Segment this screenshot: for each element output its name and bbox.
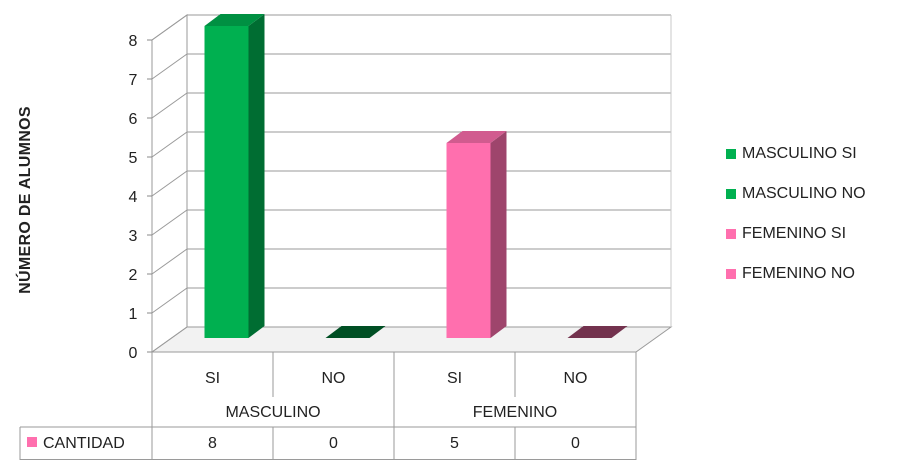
table-row-swatch-icon: [27, 437, 37, 447]
gridline: [151, 92, 671, 119]
y-tick-label: 1: [129, 306, 138, 323]
gridline: [151, 287, 671, 314]
legend: MASCULINO SI MASCULINO NO FEMENINO SI FE…: [726, 145, 904, 305]
bar-masculino-no: [325, 326, 386, 338]
legend-item-masculino-si: MASCULINO SI: [726, 145, 904, 163]
y-tick-label: 2: [129, 267, 138, 284]
bar-side: [490, 131, 507, 338]
bar-side: [248, 14, 265, 338]
y-axis-ticks: 0 1 2 3 4 5 6 7 8: [129, 33, 152, 362]
bar-zero-cap: [325, 326, 386, 338]
table-row-label: CANTIDAD: [43, 435, 125, 452]
bar-top: [204, 14, 265, 26]
table-cell: 0: [329, 435, 338, 452]
chart-grid: [150, 14, 673, 353]
legend-swatch-icon: [726, 189, 736, 199]
legend-label: MASCULINO SI: [742, 145, 857, 162]
bar-front: [446, 143, 491, 338]
x-category-label: SI: [205, 370, 220, 387]
gridline: [151, 14, 671, 41]
bar-femenino-no: [567, 326, 628, 338]
y-tick-label: 0: [129, 345, 138, 362]
gridline: [151, 209, 671, 236]
y-tick-label: 7: [129, 72, 138, 89]
y-axis-label-wrapper: NÚMERO DE ALUMNOS: [12, 80, 40, 320]
bar-femenino-si: [446, 131, 507, 338]
y-tick-label: 5: [129, 150, 138, 167]
legend-label: MASCULINO NO: [742, 185, 866, 202]
gridline: [151, 170, 671, 197]
x-group-label: MASCULINO: [225, 404, 320, 421]
y-tick-label: 4: [129, 189, 138, 206]
y-tick-label: 3: [129, 228, 138, 245]
table-cell: 8: [208, 435, 217, 452]
legend-item-femenino-si: FEMENINO SI: [726, 225, 904, 243]
bar-masculino-si: [204, 14, 265, 338]
legend-swatch-icon: [726, 269, 736, 279]
legend-label: FEMENINO NO: [742, 265, 855, 282]
legend-item-masculino-no: MASCULINO NO: [726, 185, 904, 203]
legend-swatch-icon: [726, 149, 736, 159]
gridline: [151, 53, 671, 80]
y-axis-label: NÚMERO DE ALUMNOS: [17, 106, 34, 294]
x-category-label: NO: [564, 370, 588, 387]
bar-front: [204, 26, 249, 338]
y-tick-label: 8: [129, 33, 138, 50]
chart-bars: [204, 14, 628, 338]
x-category-label: SI: [447, 370, 462, 387]
gridline: [151, 248, 671, 275]
table-cell: 0: [571, 435, 580, 452]
legend-swatch-icon: [726, 229, 736, 239]
legend-item-femenino-no: FEMENINO NO: [726, 265, 904, 283]
bar-zero-cap: [567, 326, 628, 338]
legend-label: FEMENINO SI: [742, 225, 847, 242]
gridline: [151, 131, 671, 158]
table-cell: 5: [450, 435, 459, 452]
x-group-label: FEMENINO: [473, 404, 557, 421]
y-tick-label: 6: [129, 111, 138, 128]
x-category-label: NO: [322, 370, 346, 387]
bar-top: [446, 131, 507, 143]
